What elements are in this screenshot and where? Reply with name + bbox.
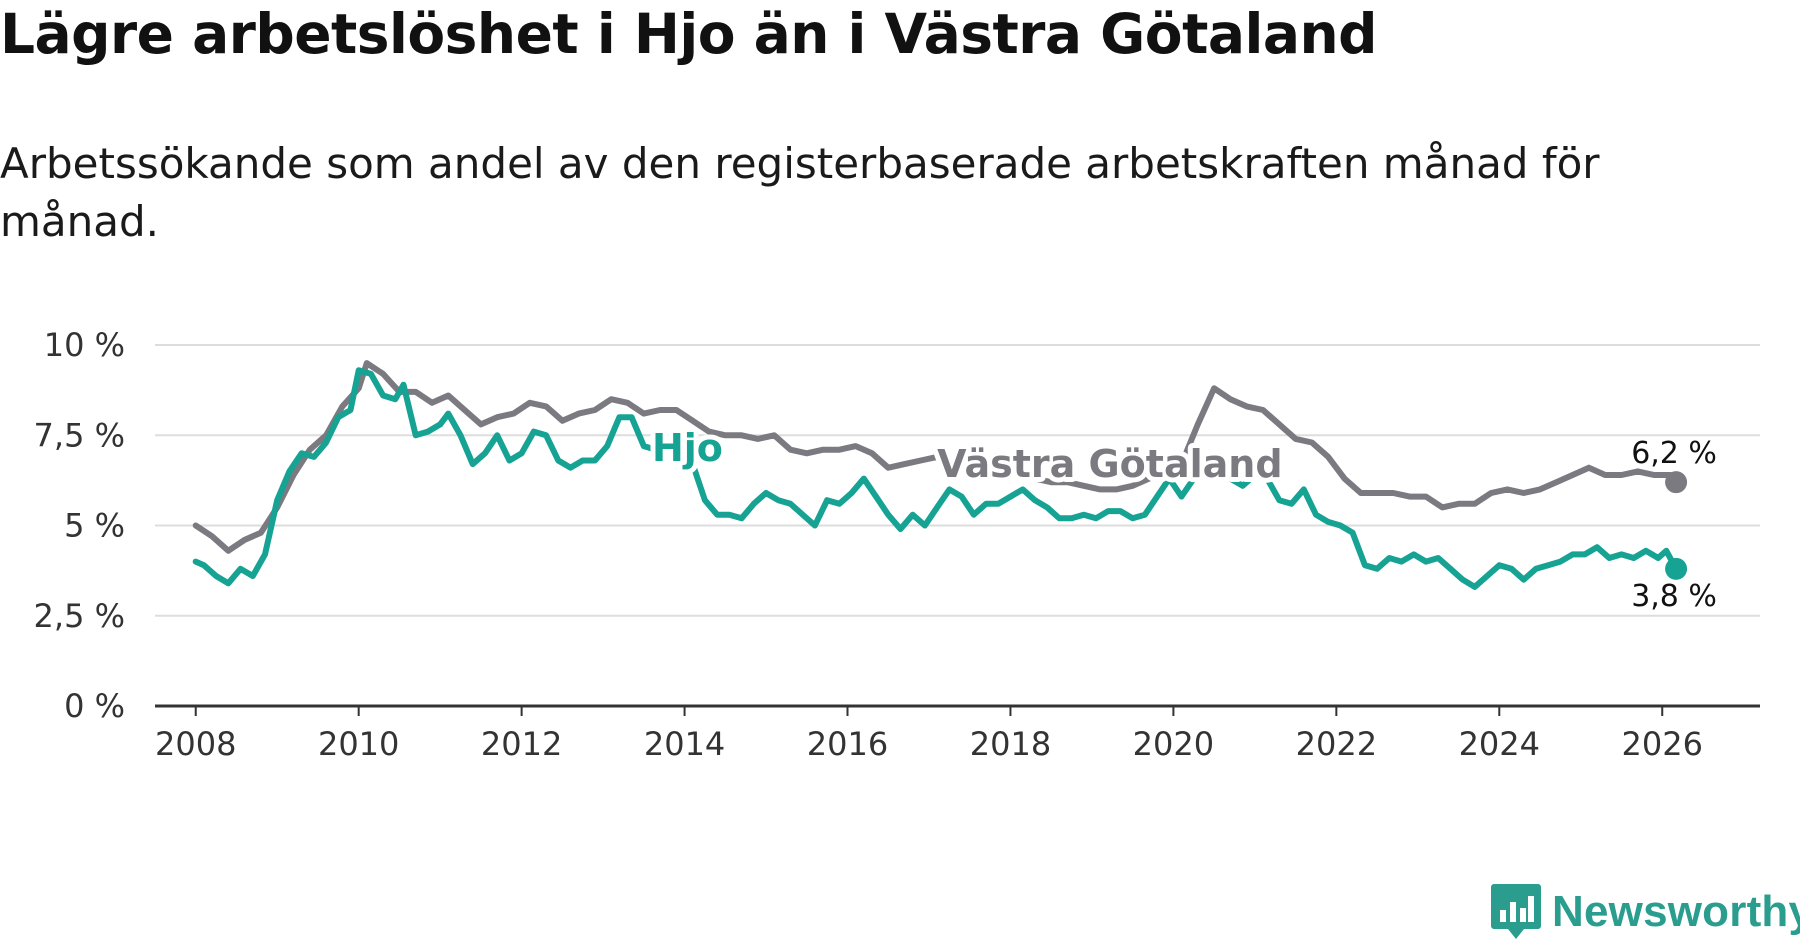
series-label-vastra-gotaland: Västra Götaland: [937, 442, 1282, 486]
y-axis-ticks: 0 % 2,5 % 5 % 7,5 % 10 %: [34, 326, 125, 725]
x-tick-label: 2020: [1133, 725, 1214, 760]
x-tick-label: 2012: [481, 725, 562, 760]
x-axis-ticks: 2008 2010 2012 2014 2016 2018 2020 2022 2024 2026: [155, 706, 1703, 760]
end-marker-hjo: [1665, 557, 1688, 580]
y-tick-label: 10 %: [44, 326, 125, 364]
end-value-label-vastra-gotaland: 6,2 %: [1631, 436, 1717, 471]
line-chart: 0 % 2,5 % 5 % 7,5 % 10 % 2008 2010 2012 2014 201…: [34, 326, 1760, 760]
brand-name: Newsworthy: [1552, 887, 1800, 936]
y-tick-label: 2,5 %: [34, 597, 125, 635]
y-tick-label: 0 %: [64, 687, 125, 725]
x-tick-label: 2026: [1622, 725, 1703, 760]
x-tick-label: 2016: [807, 725, 888, 760]
series-line-hjo: [192, 367, 1680, 590]
x-tick-label: 2024: [1459, 725, 1540, 760]
x-tick-label: 2022: [1296, 725, 1377, 760]
newsworthy-logo-icon: [1491, 884, 1541, 939]
y-tick-label: 5 %: [64, 507, 125, 545]
end-value-label-hjo: 3,8 %: [1631, 579, 1717, 614]
chart-title: Lägre arbetslöshet i Hjo än i Västra Göt…: [0, 2, 1377, 66]
series-line-vastra-gotaland: [192, 360, 1680, 554]
x-tick-label: 2008: [155, 725, 236, 760]
labels-layer: Västra Götaland 6,2 % Hjo 3,8 %: [647, 421, 1721, 618]
y-tick-label: 7,5 %: [34, 416, 125, 454]
series-layer: [192, 360, 1688, 590]
chart-subtitle: Arbetssökande som andel av den registerb…: [0, 139, 1600, 246]
newsworthy-brand: Newsworthy: [1490, 882, 1800, 942]
x-tick-label: 2010: [318, 725, 399, 760]
x-tick-label: 2014: [644, 725, 725, 760]
series-label-hjo: Hjo: [652, 426, 723, 470]
end-marker-vastra-gotaland: [1665, 471, 1688, 494]
x-tick-label: 2018: [970, 725, 1051, 760]
